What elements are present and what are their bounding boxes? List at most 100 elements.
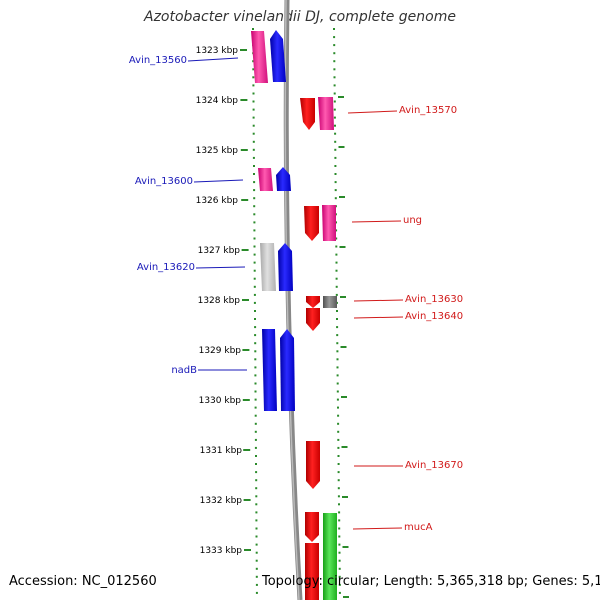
gene-nadb-1[interactable] — [262, 329, 277, 411]
leader-line — [353, 299, 404, 302]
left-guide-dot — [255, 551, 258, 554]
right-guide-dot — [334, 181, 337, 184]
genome-backbone-highlight — [284, 0, 300, 600]
right-guide-dot — [338, 575, 341, 578]
ruler-tick — [242, 299, 249, 301]
gene-avin-13570[interactable] — [300, 98, 315, 130]
right-guide-dot — [338, 535, 341, 538]
gene-label-ung[interactable]: ung — [403, 215, 422, 226]
right-guide-dot — [338, 503, 340, 506]
gene-muca-3[interactable] — [305, 543, 319, 600]
gene-avin-13670[interactable] — [306, 441, 320, 489]
right-guide-dot — [334, 132, 337, 135]
gene-label-avin-13670[interactable]: Avin_13670 — [405, 460, 463, 471]
right-guide-dot — [336, 310, 338, 312]
ruler-tick — [244, 549, 251, 551]
left-guide-dot — [253, 277, 256, 280]
right-guide-dot — [336, 390, 339, 393]
left-guide-dot — [254, 366, 257, 369]
gene-label-avin-13640[interactable]: Avin_13640 — [405, 311, 463, 322]
right-guide-dot — [335, 277, 338, 280]
right-guide-dot — [337, 446, 340, 449]
ruler-tick — [241, 199, 249, 201]
left-guide-dot — [255, 543, 258, 546]
right-guide-dot — [335, 285, 338, 288]
gene-avin-13600[interactable] — [258, 168, 273, 191]
right-guide-dot — [337, 430, 340, 433]
right-guide-dot — [333, 28, 335, 30]
right-guide-dot — [333, 76, 336, 79]
gene-muca-1[interactable] — [305, 512, 319, 542]
left-guide-dot — [253, 205, 256, 208]
gene-label-nadb[interactable]: nadB — [171, 365, 197, 376]
gene-avin-13640[interactable] — [306, 308, 320, 331]
left-guide-dot — [252, 132, 255, 135]
ruler-tick — [342, 546, 349, 548]
gene-avin-13625[interactable] — [278, 243, 293, 291]
ruler-tick — [342, 496, 348, 498]
gene-muca-2[interactable] — [323, 513, 337, 600]
right-guide-dot — [337, 414, 340, 417]
left-guide-dot — [254, 350, 257, 353]
ruler-tick — [240, 49, 247, 51]
ruler-tick — [243, 449, 251, 451]
right-guide-dot — [333, 116, 336, 119]
gene-label-avin-13570[interactable]: Avin_13570 — [399, 105, 457, 116]
right-guide-dot — [337, 495, 340, 498]
ruler-tick — [339, 246, 346, 248]
gene-avin-13610[interactable] — [276, 167, 291, 191]
ruler-tick — [240, 99, 248, 101]
gene-label-avin-13600[interactable]: Avin_13600 — [135, 176, 193, 187]
ruler-tick — [340, 346, 347, 348]
left-guide-dot — [254, 382, 257, 385]
gene-avin-13575[interactable] — [318, 97, 334, 130]
ruler-tick — [338, 146, 345, 148]
left-guide-dot — [253, 189, 256, 192]
right-guide-dot — [335, 237, 338, 240]
left-guide-dot — [252, 156, 255, 159]
gene-avin-13630[interactable] — [306, 296, 320, 308]
ruler-tick — [343, 596, 349, 598]
gene-avin-13560[interactable] — [251, 31, 268, 83]
gene-label-muca[interactable]: mucA — [404, 522, 433, 533]
left-guide-dot — [253, 197, 256, 200]
kbp-ruler: 1323 kbp 1324 kbp 1325 kbp 1326 kbp 1327… — [196, 46, 243, 556]
gene-ung-2[interactable] — [322, 205, 336, 241]
ruler-label: 1326 kbp — [196, 196, 239, 206]
gene-avin-13620[interactable] — [260, 243, 276, 291]
ruler-tick — [339, 196, 345, 198]
right-guide-dot — [335, 245, 338, 248]
gene-label-avin-13630[interactable]: Avin_13630 — [405, 294, 463, 305]
right-guide-dot — [336, 382, 339, 385]
right-guide-dot — [337, 422, 340, 425]
gene-label-avin-13620[interactable]: Avin_13620 — [137, 262, 195, 273]
topology-text: Topology: circular; Length: 5,365,318 bp… — [262, 574, 600, 589]
right-guide-dot — [337, 455, 340, 457]
gene-label-avin-13560[interactable]: Avin_13560 — [129, 55, 187, 66]
ruler-tick — [241, 249, 249, 251]
ruler-tick — [341, 396, 347, 398]
leader-line — [347, 110, 398, 114]
gene-ung-1[interactable] — [304, 206, 319, 241]
left-guide-dot — [253, 213, 256, 216]
left-guide-dot — [254, 430, 257, 433]
right-guide-dot — [333, 108, 336, 111]
right-guide-dot — [334, 148, 337, 151]
gene-features — [251, 30, 337, 600]
left-guide-dot — [255, 567, 258, 570]
right-guide-dot — [335, 293, 338, 296]
right-guide-dot — [338, 543, 341, 546]
gene-avin-13635[interactable] — [323, 296, 337, 308]
ruler-label: 1324 kbp — [196, 96, 239, 106]
leader-line — [187, 57, 239, 62]
left-guide-dot — [252, 148, 255, 151]
gene-nadb-2[interactable] — [280, 329, 295, 411]
right-guide-dot — [336, 334, 339, 337]
left-guide-dot — [255, 527, 258, 530]
gene-avin-13550[interactable] — [270, 30, 286, 82]
left-guide-dot — [254, 414, 257, 417]
left-guide-dot — [252, 124, 255, 127]
left-guide-dot — [254, 406, 257, 409]
